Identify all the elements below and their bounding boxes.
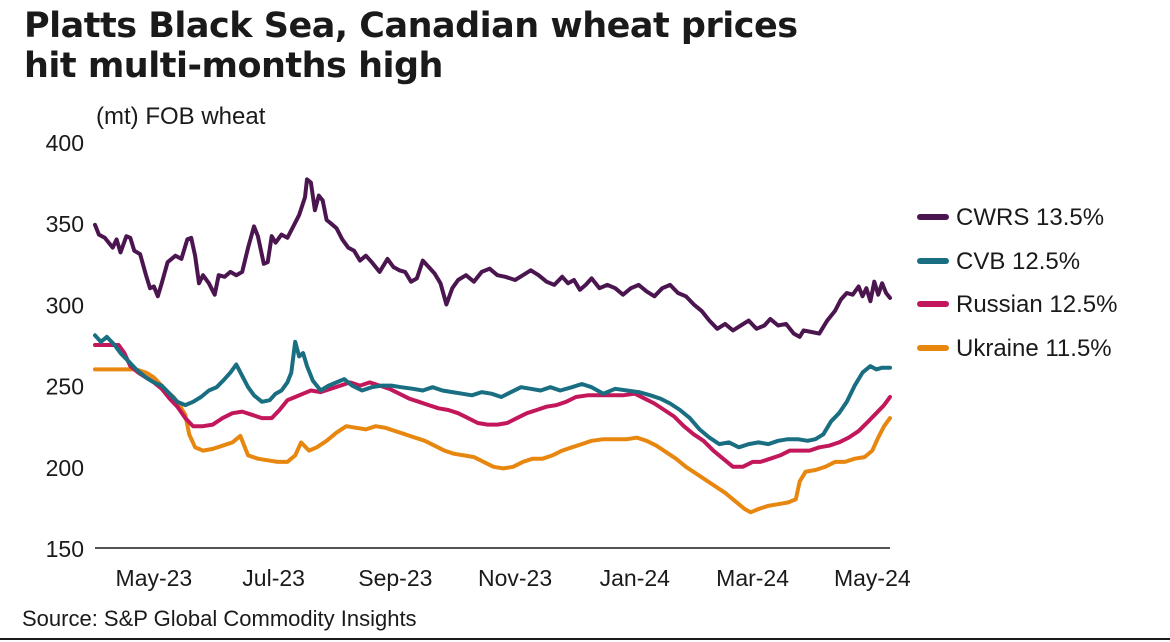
chart-title-line-2: hit multi-months high bbox=[24, 46, 443, 86]
chart-title: Platts Black Sea, Canadian wheat prices … bbox=[24, 6, 924, 86]
legend-label: CVB 12.5% bbox=[956, 248, 1080, 275]
axes: 150 200 250 300 350 400 May-23 Jul-23 Sep-23 Nov-… bbox=[46, 130, 911, 591]
x-tick-label: Nov-23 bbox=[478, 565, 552, 591]
legend: CWRS 13.5% CVB 12.5% Russian 12.5% Ukraine … bbox=[917, 204, 1117, 362]
series-line-cvb-12-5 bbox=[93, 333, 892, 450]
series-line-russian-12-5 bbox=[93, 343, 892, 469]
series-lines bbox=[93, 177, 892, 515]
legend-label: Russian 12.5% bbox=[956, 291, 1117, 318]
y-tick-label: 400 bbox=[46, 130, 84, 156]
y-axis-label: (mt) FOB wheat bbox=[96, 103, 266, 130]
x-tick-label: Jul-23 bbox=[242, 565, 305, 591]
x-tick-label: Mar-24 bbox=[716, 565, 789, 591]
y-tick-label: 200 bbox=[46, 455, 84, 481]
x-tick-label: May-23 bbox=[116, 565, 193, 591]
x-tick-label: May-24 bbox=[834, 565, 911, 591]
source-note: Source: S&P Global Commodity Insights bbox=[22, 606, 417, 631]
y-tick-label: 350 bbox=[46, 211, 84, 237]
y-tick-label: 300 bbox=[46, 292, 84, 318]
chart-title-line-1: Platts Black Sea, Canadian wheat prices bbox=[24, 6, 798, 46]
series-line-cwrs-13-5 bbox=[93, 177, 892, 339]
y-tick-label: 250 bbox=[46, 374, 84, 400]
series-line-ukraine-11-5 bbox=[93, 367, 892, 515]
x-tick-label: Jan-24 bbox=[600, 565, 671, 591]
legend-label: Ukraine 11.5% bbox=[956, 335, 1112, 362]
legend-label: CWRS 13.5% bbox=[956, 204, 1104, 231]
bottom-divider bbox=[0, 638, 1170, 640]
y-tick-label: 150 bbox=[46, 536, 84, 562]
x-tick-label: Sep-23 bbox=[358, 565, 432, 591]
